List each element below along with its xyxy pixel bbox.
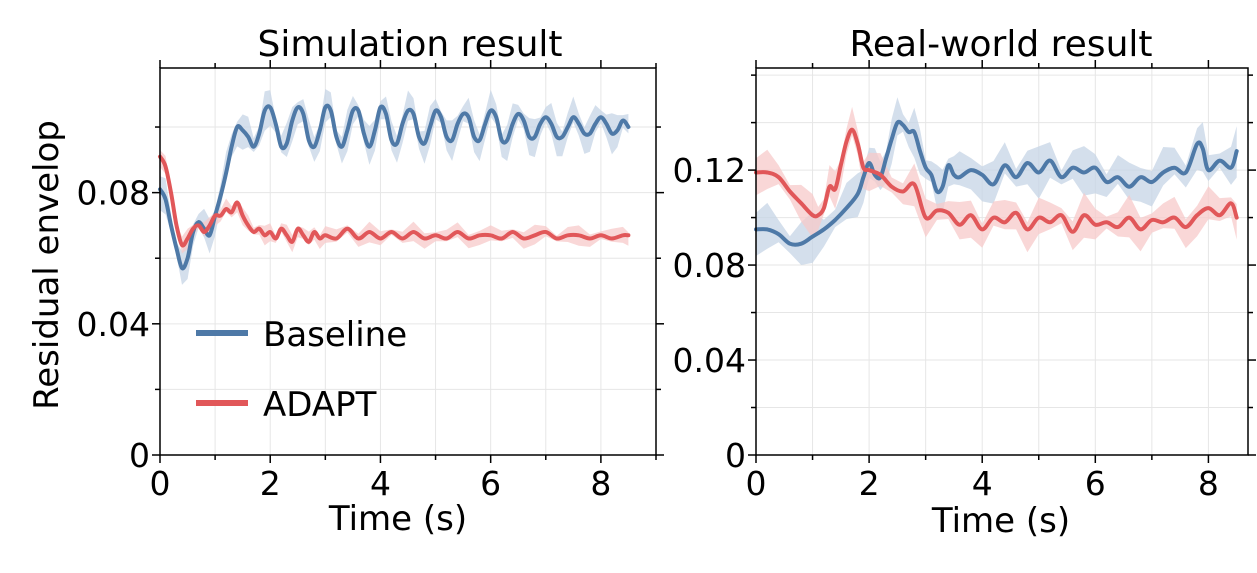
chart-title-real-world: Real-world result xyxy=(849,24,1152,65)
ticks-real-world: 0 2 4 6 8 0 0.04 0.08 0.12 xyxy=(673,60,1256,503)
x-tick-label: 8 xyxy=(1198,464,1219,503)
y-tick-label: 0.08 xyxy=(77,174,150,213)
panel-simulation: 0 2 4 6 8 0 0.04 0.08 Simulation result Time (s… xyxy=(27,24,664,539)
y-tick-label: 0.08 xyxy=(673,246,746,285)
x-tick-label: 2 xyxy=(260,464,281,503)
plot-frame-real-world xyxy=(756,68,1248,455)
x-axis-label-simulation: Time (s) xyxy=(328,499,467,539)
y-tick-label: 0 xyxy=(725,436,746,475)
x-tick-label: 4 xyxy=(370,464,391,503)
legend-label-adapt: ADAPT xyxy=(263,385,377,425)
band-baseline-simulation xyxy=(160,89,628,285)
x-tick-label: 6 xyxy=(480,464,501,503)
x-tick-label: 8 xyxy=(590,464,611,503)
chart-title-simulation: Simulation result xyxy=(257,24,562,65)
y-axis-label-simulation: Residual envelop xyxy=(27,120,67,410)
legend-label-baseline: Baseline xyxy=(263,315,407,355)
x-tick-label: 0 xyxy=(150,464,171,503)
x-tick-label: 4 xyxy=(972,464,993,503)
panel-real-world: 0 2 4 6 8 0 0.04 0.08 0.12 Real-world result Tim… xyxy=(673,24,1256,541)
y-tick-label: 0.12 xyxy=(673,151,746,190)
y-tick-label: 0.04 xyxy=(673,341,746,380)
legend: Baseline ADAPT xyxy=(196,315,407,425)
bands-simulation xyxy=(160,89,628,285)
y-tick-label: 0 xyxy=(129,436,150,475)
series-line-adapt-simulation xyxy=(160,157,628,246)
x-tick-label: 2 xyxy=(859,464,880,503)
x-tick-label: 6 xyxy=(1085,464,1106,503)
x-tick-label: 0 xyxy=(746,464,767,503)
grid-real-world xyxy=(756,68,1248,455)
x-axis-label-real-world: Time (s) xyxy=(931,501,1070,541)
y-tick-label: 0.04 xyxy=(77,305,150,344)
